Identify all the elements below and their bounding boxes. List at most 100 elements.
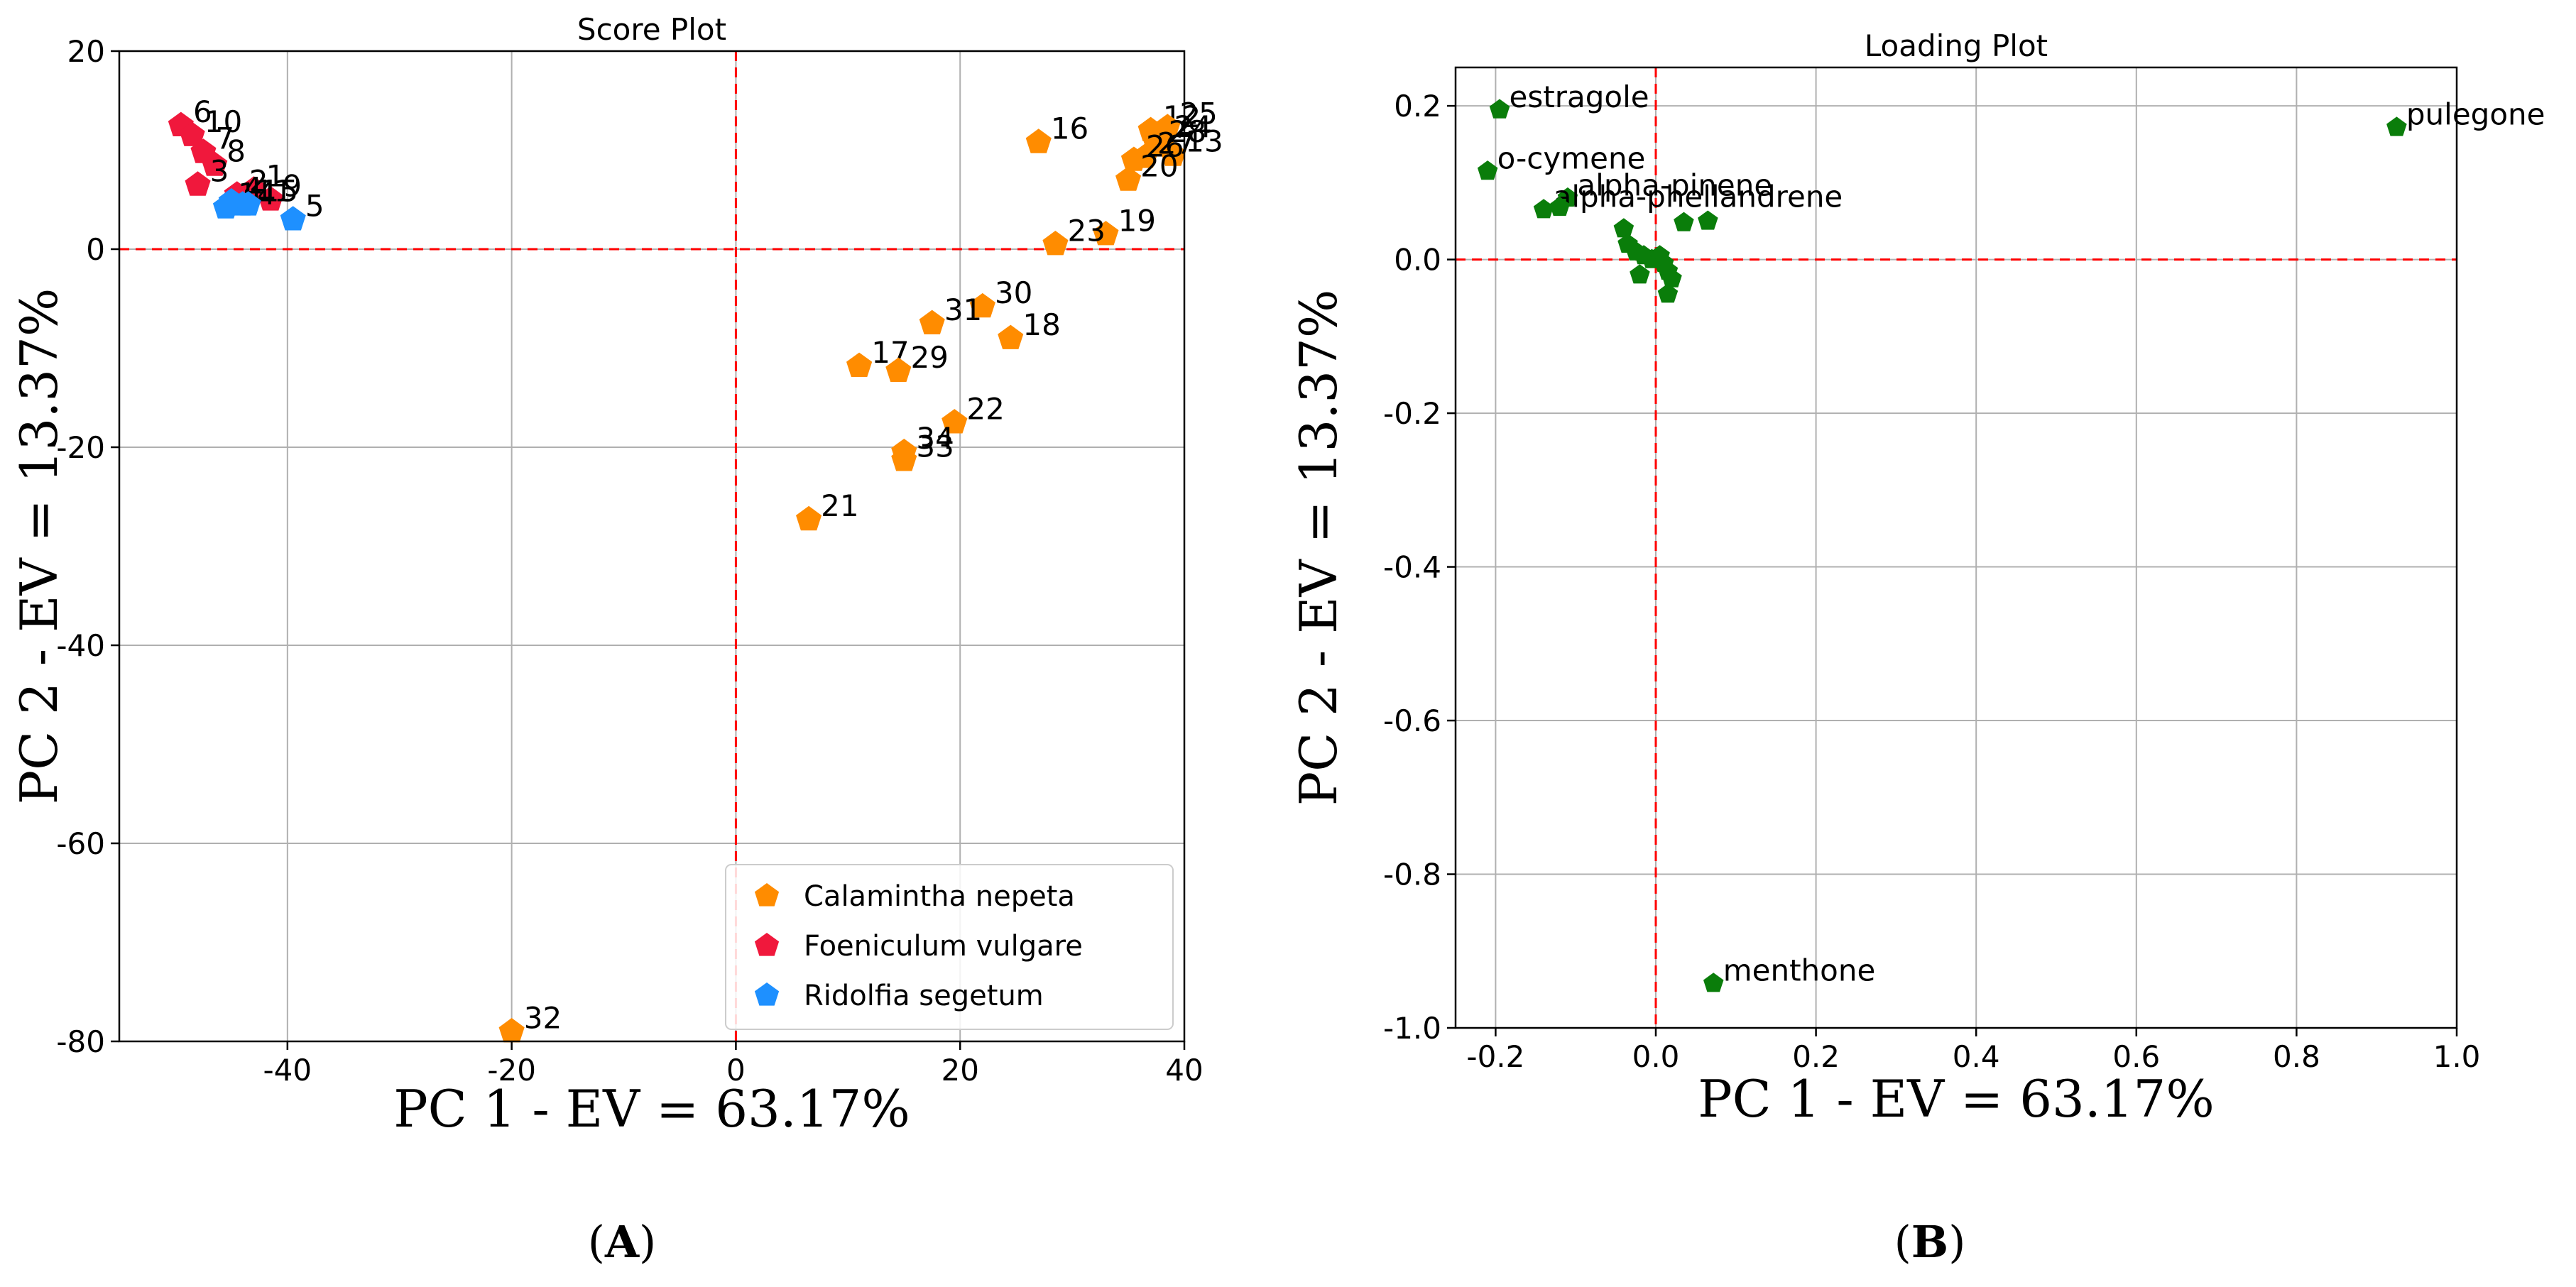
data-point: [1477, 160, 1498, 180]
point-label: alpha-pinene: [1577, 168, 1772, 202]
point-label: 29: [910, 340, 948, 375]
y-tick-label: 0: [86, 232, 105, 267]
y-tick-label: -80: [56, 1024, 105, 1059]
data-point: [258, 186, 284, 211]
point-label: 34: [916, 421, 954, 456]
point-label: 22: [966, 391, 1004, 426]
point-label: 24: [1174, 109, 1212, 144]
data-point: [212, 194, 239, 219]
data-point: [891, 447, 917, 471]
x-tick-label: -0.2: [1466, 1039, 1524, 1074]
point-label: 2: [249, 164, 268, 199]
point-label: 3: [210, 154, 229, 189]
y-tick-label: 0.2: [1394, 89, 1441, 124]
data-point: [1489, 99, 1510, 119]
y-tick-label: -20: [56, 430, 105, 465]
y-tick-label: -60: [56, 826, 105, 861]
point-label: 23: [1068, 213, 1106, 248]
data-point: [202, 151, 228, 176]
legend-marker: [754, 982, 780, 1006]
point-label: estragole: [1510, 80, 1649, 114]
data-point: [280, 206, 306, 231]
point-label: 32: [524, 1000, 562, 1035]
y-tick-label: -40: [56, 628, 105, 663]
x-tick-label: 0: [726, 1053, 746, 1088]
legend-entry: Foeniculum vulgare: [804, 930, 1083, 963]
x-tick-label: 40: [1165, 1053, 1203, 1088]
y-tick-label: 20: [67, 34, 105, 69]
point-label: 8: [227, 134, 246, 169]
x-tick-label: 0.8: [2273, 1039, 2320, 1074]
x-tick-label: -40: [263, 1053, 312, 1088]
data-point: [1613, 218, 1634, 238]
plot-frame: [118, 50, 1186, 1043]
plot-frame: [1454, 66, 2458, 1029]
legend-marker: [754, 883, 780, 907]
data-point: [185, 171, 211, 196]
point-label: 7: [216, 121, 235, 156]
point-label: 15: [261, 173, 298, 208]
legend-entry: Calamintha nepeta: [804, 880, 1075, 913]
data-point: [1657, 283, 1679, 303]
chart-title: Loading Plot: [1865, 28, 2048, 63]
y-axis-label: PC 2 - EV = 13.37%: [9, 288, 69, 805]
x-axis-label: PC 1 - EV = 63.17%: [1698, 1069, 2215, 1129]
point-label: 25: [1179, 97, 1217, 131]
data-point: [998, 324, 1024, 349]
point-label: 9: [283, 169, 302, 204]
y-tick-label: -0.4: [1383, 550, 1441, 585]
data-point: [1120, 146, 1147, 171]
y-tick-label: -0.2: [1383, 396, 1441, 431]
data-point: [969, 292, 995, 318]
y-tick-label: 0.0: [1394, 243, 1441, 278]
point-label: 13: [1185, 124, 1223, 159]
data-point: [1042, 231, 1069, 256]
data-point: [942, 409, 968, 434]
data-point: [1115, 166, 1142, 191]
point-label: 30: [995, 275, 1032, 310]
point-label: menthone: [1723, 953, 1876, 987]
data-point: [235, 191, 261, 216]
data-point: [846, 352, 873, 377]
data-point: [1661, 268, 1682, 287]
data-point: [1025, 128, 1052, 153]
point-label: pulegone: [2406, 97, 2545, 132]
point-label: 10: [204, 104, 242, 139]
data-point: [179, 121, 205, 146]
panel-label-b: (B): [1894, 1216, 1966, 1268]
data-point: [498, 1018, 525, 1043]
x-axis-label: PC 1 - EV = 63.17%: [393, 1079, 910, 1139]
chart-title: Score Plot: [577, 12, 726, 47]
y-tick-label: -0.6: [1383, 703, 1441, 738]
point-label: 16: [1051, 111, 1088, 146]
point-label: 5: [305, 188, 324, 223]
panel-label-a: (A): [588, 1216, 657, 1268]
point-label: alpha-phellandrene: [1554, 179, 1843, 214]
point-label: 20: [1140, 149, 1178, 184]
point-label: 18: [1022, 307, 1060, 342]
point-label: 6: [193, 94, 212, 129]
data-point: [885, 357, 912, 382]
legend-marker: [754, 933, 780, 956]
point-label: o-cymene: [1497, 141, 1646, 175]
data-point: [1093, 221, 1119, 246]
point-label: 26: [1146, 129, 1184, 164]
loading-plot: pulegone estragole o-cymenealpha-pinenealp…: [1289, 28, 2545, 1129]
data-point: [1160, 141, 1186, 166]
point-label: 27: [1157, 126, 1195, 161]
x-tick-label: -20: [487, 1053, 536, 1088]
data-point: [1698, 210, 1718, 230]
x-tick-label: 20: [941, 1053, 978, 1088]
data-point: [1703, 973, 1724, 992]
x-tick-label: 0.4: [1953, 1039, 2000, 1074]
data-point: [919, 310, 945, 334]
x-tick-label: 0.0: [1632, 1039, 1680, 1074]
data-point: [2386, 116, 2407, 136]
x-tick-label: 0.6: [2112, 1039, 2160, 1074]
y-axis-label: PC 2 - EV = 13.37%: [1289, 290, 1348, 806]
panel-label-a-letter: A: [604, 1216, 640, 1268]
point-label: 33: [916, 429, 954, 464]
data-point: [1533, 199, 1554, 219]
